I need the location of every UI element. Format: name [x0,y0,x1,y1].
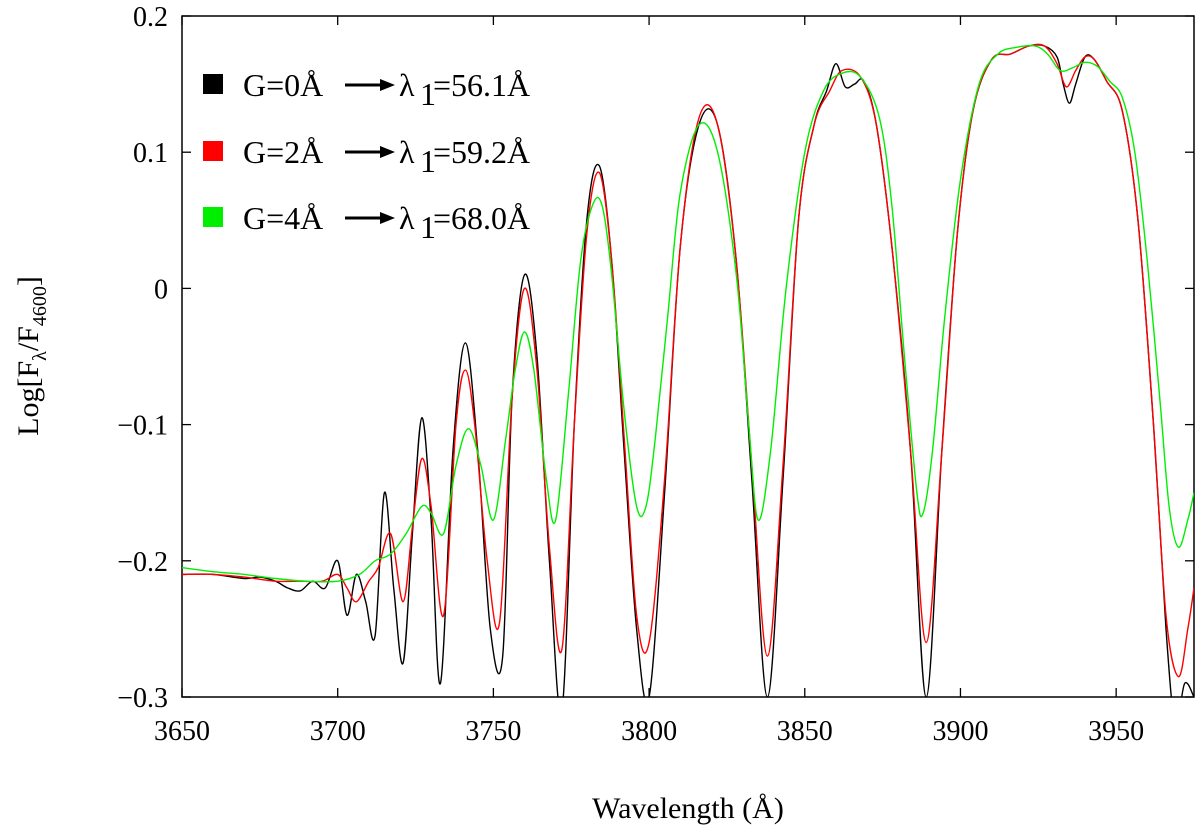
legend-arrow-head [380,79,395,91]
x-tick-label: 3900 [932,716,988,747]
legend-label-lambda: λ [399,200,415,236]
legend-label-value: =59.2Å [433,134,530,170]
legend-label-sub: 1 [420,143,436,179]
y-tick-label: −0.1 [117,411,168,442]
legend-label-g: G=0Å [243,67,323,103]
x-tick-label: 3700 [310,716,366,747]
y-tick-label: −0.3 [117,683,168,714]
y-tick-label: −0.2 [117,547,168,578]
legend-swatch-0 [203,74,223,94]
legend-label-lambda: λ [399,67,415,103]
x-axis-title: Wavelength (Å) [592,792,784,825]
y-axis-title: Log[Fλ/F4600] [12,276,51,436]
y-tick-label: 0.1 [133,138,168,169]
legend-label-sub: 1 [420,209,436,245]
x-tick-label: 3950 [1088,716,1144,747]
x-tick-label: 3850 [777,716,833,747]
x-tick-label: 3800 [621,716,677,747]
legend-label-lambda: λ [399,134,415,170]
legend-label-value: =68.0Å [433,200,530,236]
x-tick-label: 3650 [154,716,210,747]
y-tick-label: 0.2 [133,2,168,33]
legend: G=0Å λ 1 =56.1ÅG=2Å λ 1 =59.2ÅG=4Å λ 1 =68.0Å [203,67,530,245]
legend-swatch-1 [203,141,223,161]
x-tick-label: 3750 [465,716,521,747]
legend-label-value: =56.1Å [433,67,530,103]
legend-arrow-head [380,212,395,224]
y-tick-label: 0 [154,274,168,305]
legend-label-sub: 1 [420,76,436,112]
series-line-1 [182,43,1194,678]
series-layer [182,43,1194,697]
plot-frame [181,15,1195,698]
series-line-0 [182,44,1194,697]
legend-arrow-head [380,146,395,158]
legend-label-g: G=4Å [243,200,323,236]
legend-label-g: G=2Å [243,134,323,170]
series-line-2 [182,44,1194,583]
axis-ticks: 3650 3700 3750 3800 3850 3900 3950 −0.3 −0.2 −0.1… [117,2,1194,747]
legend-swatch-2 [203,207,223,227]
